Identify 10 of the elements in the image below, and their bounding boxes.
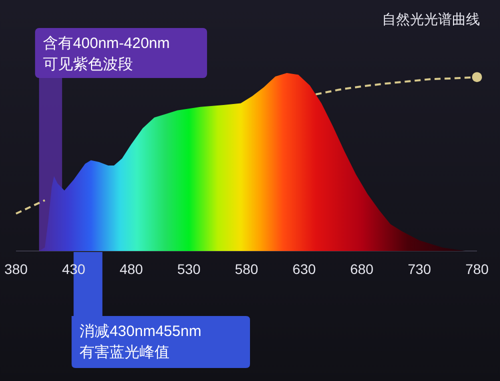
x-tick-label: 530 <box>177 261 201 277</box>
chart-title: 自然光光谱曲线 <box>382 11 480 27</box>
x-tick-label: 480 <box>120 261 144 277</box>
x-tick-label: 680 <box>350 261 374 277</box>
x-tick-label: 580 <box>234 261 258 277</box>
x-tick-label: 780 <box>465 261 489 277</box>
band-label: 含有400nm-420nm 可见紫色波段 <box>43 35 170 73</box>
x-tick-label: 630 <box>292 261 316 277</box>
x-tick-label: 730 <box>408 261 432 277</box>
x-tick-label: 380 <box>4 261 28 277</box>
